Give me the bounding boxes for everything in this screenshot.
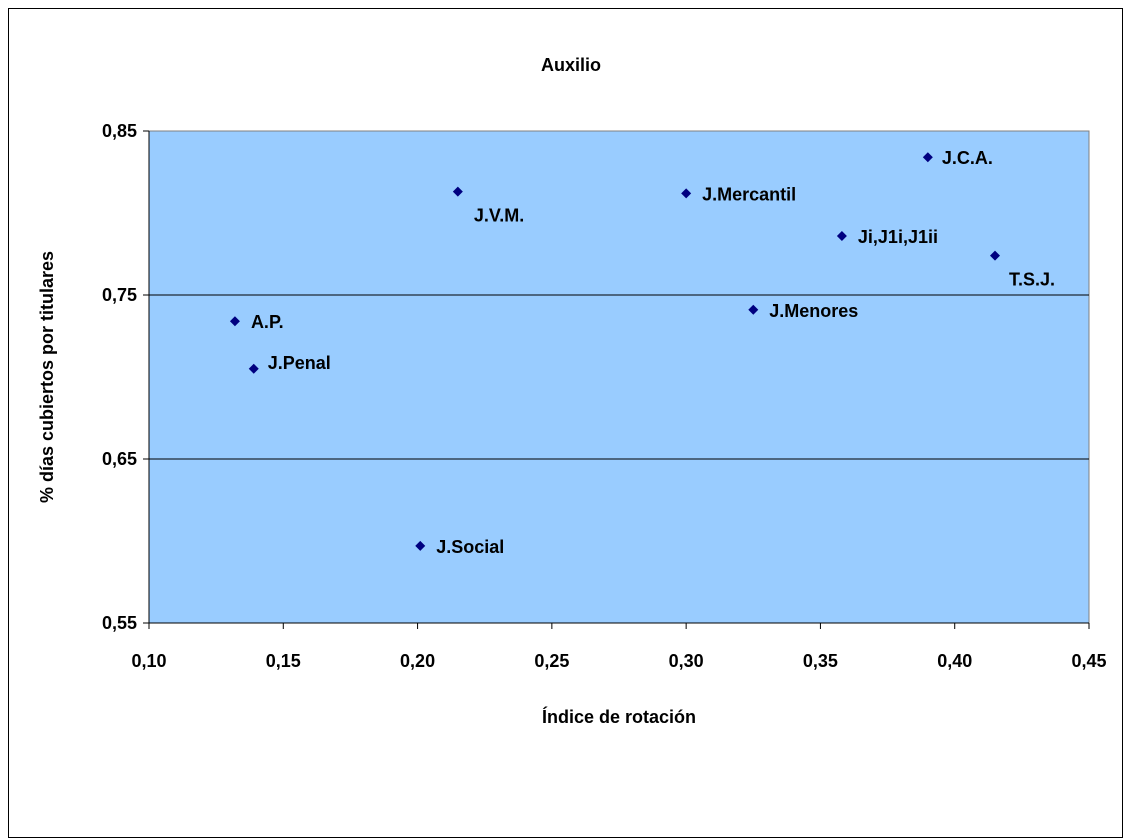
chart-frame: Auxilio 0,10 0,15 0,20 0,25 0,30 0,35 0,40 0,45…: [8, 8, 1123, 838]
x-tick-label: 0,10: [131, 651, 166, 671]
data-point: [415, 540, 426, 551]
data-point: [681, 188, 692, 199]
data-labels: J.C.A. J.Mercantil J.V.M. Ji,J1i,J1ii T.S.J.…: [251, 148, 1055, 557]
data-label: J.Menores: [769, 301, 858, 321]
y-tick-labels: 0,55 0,65 0,75 0,85: [102, 121, 137, 633]
data-label: J.C.A.: [942, 148, 993, 168]
y-tick-label: 0,75: [102, 285, 137, 305]
y-tick-label: 0,85: [102, 121, 137, 141]
data-label: A.P.: [251, 312, 284, 332]
x-tick-label: 0,30: [669, 651, 704, 671]
x-tick-label: 0,25: [534, 651, 569, 671]
scatter-chart: Auxilio 0,10 0,15 0,20 0,25 0,30 0,35 0,40 0,45…: [37, 55, 1107, 727]
x-tick-label: 0,45: [1071, 651, 1106, 671]
data-label: J.Mercantil: [702, 184, 796, 204]
data-point: [748, 304, 759, 315]
x-tick-label: 0,35: [803, 651, 838, 671]
data-point: [452, 186, 463, 197]
data-point: [990, 250, 1000, 261]
data-point: [922, 152, 933, 163]
axes: [143, 130, 1090, 629]
data-point: [229, 316, 240, 327]
data-label: Ji,J1i,J1ii: [858, 227, 938, 247]
x-tick-label: 0,20: [400, 651, 435, 671]
data-points: [229, 152, 1000, 551]
plot-area: [148, 130, 1090, 624]
gridlines: [149, 294, 1089, 460]
data-label: J.Social: [436, 537, 504, 557]
y-axis-label: % días cubiertos por titulares: [37, 251, 57, 503]
y-tick-label: 0,55: [102, 613, 137, 633]
x-tick-label: 0,15: [266, 651, 301, 671]
data-label: J.Penal: [268, 353, 331, 373]
x-tick-label: 0,40: [937, 651, 972, 671]
data-label: T.S.J.: [1009, 270, 1055, 290]
data-point: [836, 230, 847, 241]
x-axis-label: Índice de rotación: [542, 706, 696, 727]
data-label: J.V.M.: [474, 206, 524, 226]
data-point: [248, 363, 259, 374]
chart-title: Auxilio: [541, 55, 601, 75]
x-tick-labels: 0,10 0,15 0,20 0,25 0,30 0,35 0,40 0,45: [131, 651, 1106, 671]
y-tick-label: 0,65: [102, 449, 137, 469]
